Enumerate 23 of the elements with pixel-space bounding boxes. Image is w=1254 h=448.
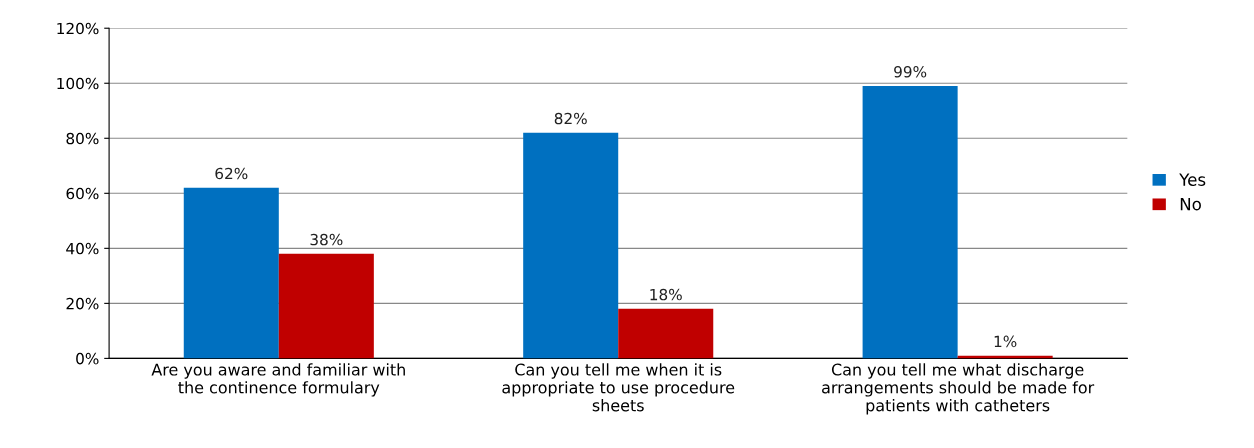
bar	[523, 132, 619, 359]
y-tick-label: 0%	[76, 352, 99, 365]
y-tick-label: 20%	[66, 297, 99, 310]
data-label: 18%	[650, 288, 682, 301]
y-tick-label: 80%	[66, 132, 99, 145]
x-tick-label: Can you tell me when it is appropriate to use procedure sheets	[502, 363, 735, 412]
data-label: 38%	[310, 233, 343, 246]
y-tick-label: 40%	[66, 242, 99, 255]
bar	[862, 86, 958, 359]
y-tick-label: 60%	[66, 187, 99, 200]
legend-label: No	[1180, 197, 1201, 211]
legend-label: Yes	[1179, 173, 1206, 186]
data-label: 82%	[554, 112, 587, 125]
x-tick-label: Can you tell me what discharge arrangements should be made for patients with catheters	[822, 363, 1095, 415]
bar	[618, 308, 714, 359]
bar	[183, 187, 279, 359]
y-tick-label: 100%	[57, 77, 99, 90]
data-label: 62%	[215, 167, 248, 180]
data-label: 1%	[994, 335, 1017, 348]
data-label: 99%	[894, 65, 927, 78]
y-tick-label: 120%	[57, 22, 99, 35]
bar	[278, 253, 374, 359]
x-tick-label: Are you aware and familiar with the continence formulary	[151, 363, 405, 397]
